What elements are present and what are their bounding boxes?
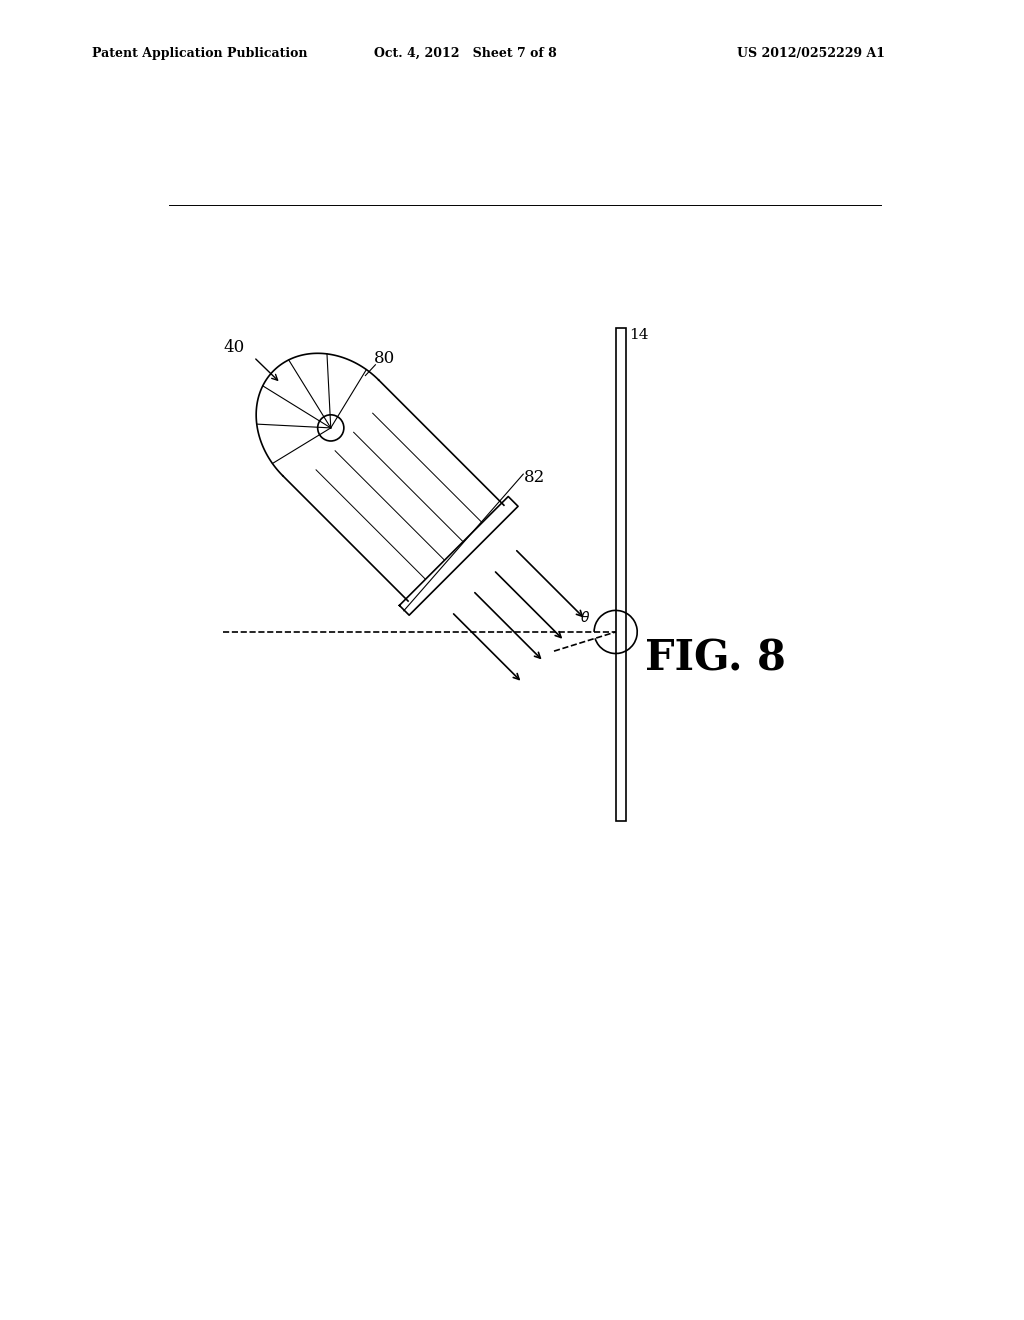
Polygon shape: [615, 327, 626, 821]
Text: 14: 14: [629, 327, 648, 342]
Text: Patent Application Publication: Patent Application Publication: [92, 46, 307, 59]
Text: θ: θ: [581, 611, 589, 624]
Text: US 2012/0252229 A1: US 2012/0252229 A1: [737, 46, 886, 59]
Text: FIG. 8: FIG. 8: [645, 638, 786, 680]
Text: 82: 82: [524, 470, 546, 487]
Text: Oct. 4, 2012   Sheet 7 of 8: Oct. 4, 2012 Sheet 7 of 8: [374, 46, 556, 59]
Text: 40: 40: [224, 338, 245, 355]
Text: 80: 80: [374, 350, 395, 367]
